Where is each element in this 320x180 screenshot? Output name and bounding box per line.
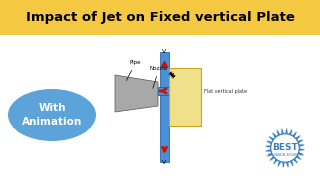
Text: Impact of Jet on Fixed vertical Plate: Impact of Jet on Fixed vertical Plate (26, 11, 294, 24)
Text: MECHANICAL ENGINEERS: MECHANICAL ENGINEERS (268, 153, 302, 157)
Text: V: V (162, 49, 167, 54)
Circle shape (271, 134, 299, 162)
Text: Nozzle: Nozzle (150, 66, 168, 88)
Polygon shape (115, 75, 158, 112)
Text: Flat vertical plate: Flat vertical plate (204, 89, 247, 94)
Text: With
Animation: With Animation (22, 103, 82, 127)
Text: V: V (162, 160, 167, 165)
Bar (160, 52, 169, 162)
Bar (169, 68, 201, 126)
Text: BEST: BEST (272, 143, 298, 152)
Polygon shape (265, 128, 305, 168)
Text: Pipe: Pipe (126, 60, 141, 80)
Bar (0, 0, 320, 35)
Bar (158, 87, 172, 95)
Ellipse shape (8, 89, 96, 141)
